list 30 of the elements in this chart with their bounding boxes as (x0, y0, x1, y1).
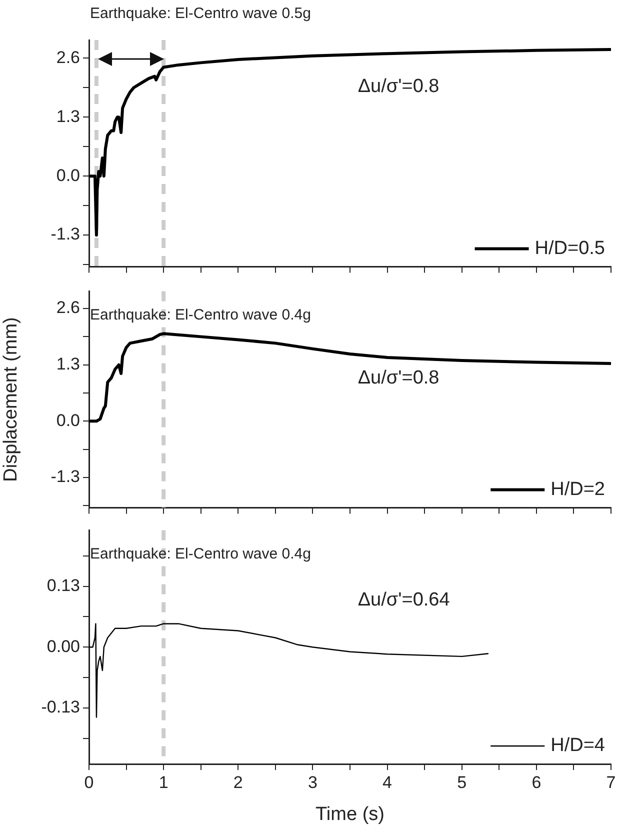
annotation: Δu/σ'=0.64 (358, 589, 450, 610)
y-tick-label: -1.3 (50, 224, 80, 244)
y-tick-label: 1.3 (56, 354, 80, 374)
legend-label: H/D=2 (550, 479, 606, 500)
annotation: Δu/σ'=0.8 (358, 76, 440, 98)
y-tick-label: 0.0 (56, 410, 80, 430)
y-tick-label: 0.00 (46, 636, 80, 656)
legend-label: H/D=4 (550, 735, 606, 756)
y-tick-label: -0.13 (41, 698, 80, 717)
x-tick-label: 5 (457, 772, 467, 792)
x-tick-label: 2 (233, 772, 243, 792)
y-tick-label: 2.6 (56, 48, 80, 67)
legend-label: H/D=0.5 (534, 238, 606, 260)
x-tick-label: 6 (532, 772, 542, 792)
x-tick-label: 0 (84, 772, 94, 792)
y-tick-label: 2.6 (56, 298, 80, 318)
y-tick-label: -1.3 (50, 467, 80, 486)
x-tick-label: 1 (158, 772, 168, 792)
y-tick-label: 1.3 (56, 106, 80, 126)
text: Earthquake: El-Centro wave 0.5g (90, 5, 311, 22)
annotation: Earthquake: El-Centro wave 0.4g (90, 306, 311, 324)
y-tick-label: 0.13 (46, 576, 80, 595)
x-tick-label: 3 (308, 772, 318, 792)
x-axis-title: Time (s) (316, 804, 384, 825)
x-tick-label: 4 (382, 772, 392, 792)
annotation: Earthquake: El-Centro wave 0.4g (90, 545, 311, 562)
annotation: Δu/σ'=0.8 (358, 367, 440, 388)
x-tick-label: 7 (606, 772, 616, 792)
y-tick-label: 0.0 (56, 166, 80, 185)
y-axis-title: Displacement (mm) (0, 317, 22, 482)
